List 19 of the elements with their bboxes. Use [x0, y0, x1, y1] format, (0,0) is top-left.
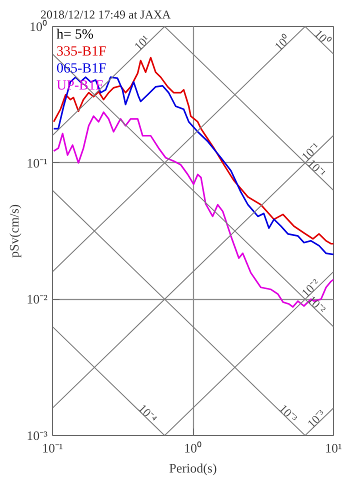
x-tick-label: 10¹ — [325, 440, 342, 456]
series-label: 065-B1F — [56, 62, 106, 76]
text: 10⁻³ — [276, 401, 300, 426]
y-tick-label: 10⁰ — [30, 19, 48, 34]
text: 10⁰ — [312, 26, 333, 48]
annotation: h= 5% — [56, 28, 94, 42]
text: 10¹ — [131, 32, 153, 54]
text: 335-B1F — [56, 44, 106, 60]
y-axis-title: pSv(cm/s) — [6, 204, 22, 258]
y-tick-label: 10⁻¹ — [26, 155, 48, 170]
text: 10⁻⁴ — [136, 401, 160, 426]
x-axis-title: Period(s) — [169, 460, 217, 476]
chart-title: 2018/12/12 17:49 at JAXA — [40, 8, 172, 22]
x-tick-label: 10⁰ — [184, 440, 202, 456]
y-tick-label: 10⁻³ — [26, 428, 48, 443]
y-tick-label: 10⁻² — [26, 292, 48, 307]
text: 10⁰ — [272, 32, 293, 54]
x-tick-label: 10⁻¹ — [42, 440, 64, 456]
text: 10⁻³ — [304, 406, 328, 431]
